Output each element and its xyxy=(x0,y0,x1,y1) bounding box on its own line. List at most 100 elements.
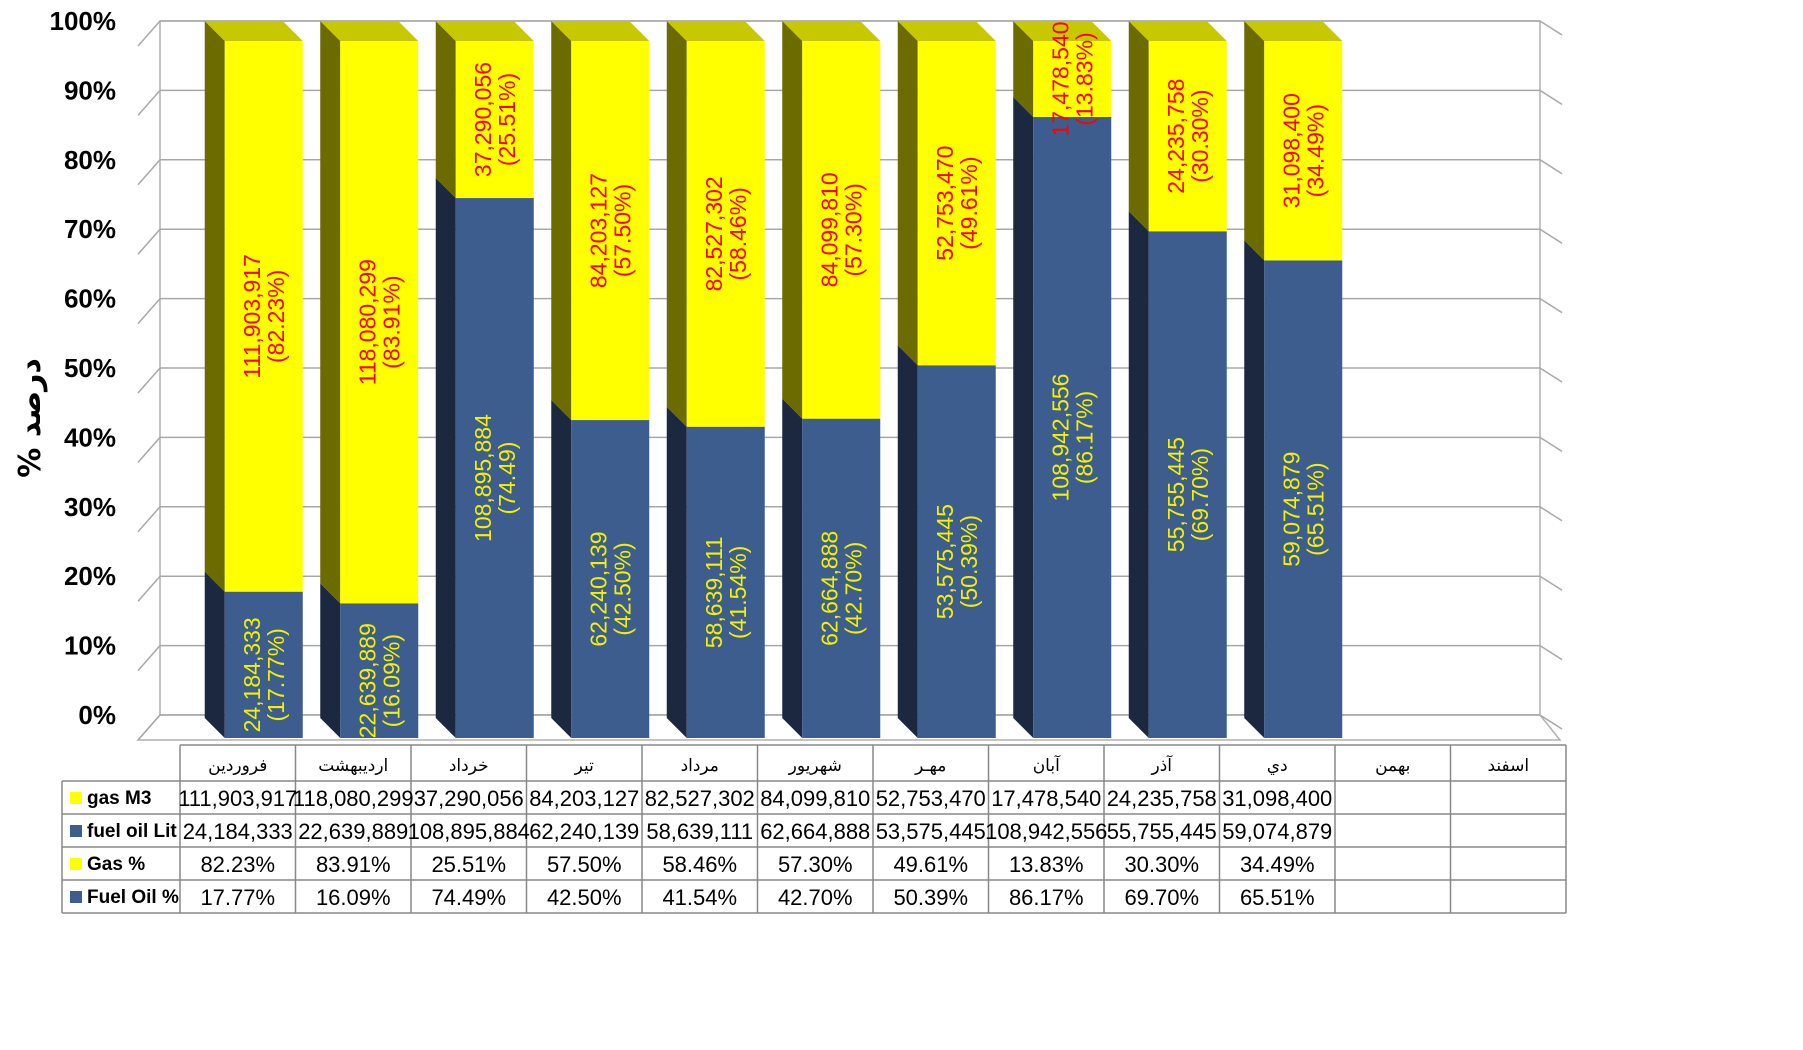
fuel-oil-label-value: 22,639,889 xyxy=(354,623,380,738)
legend-entry: gas M3 xyxy=(87,788,151,809)
bar-top-gas xyxy=(435,21,534,41)
gridline-side xyxy=(137,159,161,186)
table-cell: 41.54% xyxy=(662,885,737,910)
table-cell: 17,478,540 xyxy=(991,786,1101,811)
x-tick-label: بهمن xyxy=(1375,756,1410,776)
gas-label-value: 24,235,758 xyxy=(1163,79,1189,194)
fuel-oil-label-value: 58,639,111 xyxy=(701,537,727,649)
fuel-oil-label: 58,639,111(41.54%) xyxy=(701,537,751,649)
legend-key xyxy=(70,891,82,903)
fuel-oil-label: 22,639,889(16.09%) xyxy=(354,623,404,738)
fuel-oil-label-value: 62,664,888 xyxy=(816,531,842,646)
fuel-oil-label-value: 108,895,884 xyxy=(470,414,496,542)
table-cell: 58,639,111 xyxy=(646,819,753,844)
gridline-edge xyxy=(1539,714,1563,730)
fuel-oil-label-percent: (16.09%) xyxy=(378,634,404,727)
table-cell: 25.51% xyxy=(431,852,506,877)
y-tick-label: 90% xyxy=(64,75,116,105)
fuel-oil-label: 53,575,445(50.39%) xyxy=(932,504,982,619)
legend-key xyxy=(70,858,82,870)
bar-side-fuel-oil xyxy=(782,398,803,738)
gridline-side xyxy=(137,298,161,325)
x-tick-label: دي xyxy=(1267,756,1288,776)
table-cell: 16.09% xyxy=(316,885,391,910)
fuel-oil-label: 108,942,556(86.17%) xyxy=(1047,374,1097,502)
bar-side-fuel-oil xyxy=(204,571,225,738)
table-cell: 62,664,888 xyxy=(760,819,870,844)
table-cell: 13.83% xyxy=(1009,852,1084,877)
gridline-side xyxy=(137,714,161,741)
bar-side-fuel-oil xyxy=(666,406,687,738)
table-cell: 65.51% xyxy=(1240,885,1315,910)
gas-label-percent: (30.30%) xyxy=(1187,89,1213,182)
gas-label: 17,478,540(13.83%) xyxy=(1047,21,1097,136)
gridline-edge xyxy=(1539,367,1563,383)
table-cell: 42.70% xyxy=(778,885,853,910)
gridline-edge xyxy=(1539,575,1563,591)
bar-fuel-oil xyxy=(1264,260,1343,738)
y-tick-label: 50% xyxy=(64,353,116,383)
table-cell: 84,099,810 xyxy=(760,786,870,811)
gridline-edge xyxy=(1539,89,1563,106)
bar-side-fuel-oil xyxy=(1013,96,1034,738)
gas-label-value: 31,098,400 xyxy=(1278,93,1304,208)
table-cell: 24,184,333 xyxy=(183,819,293,844)
bar-side-gas xyxy=(1013,21,1034,117)
y-axis-label: % درصد xyxy=(13,358,48,478)
table-cell: 50.39% xyxy=(893,885,968,910)
gas-label-value: 17,478,540 xyxy=(1047,21,1073,136)
gridline-side xyxy=(137,89,161,116)
gas-label: 31,098,400(34.49%) xyxy=(1278,93,1328,208)
fuel-oil-label-value: 53,575,445 xyxy=(932,504,958,619)
bar-gas xyxy=(1264,41,1343,261)
table-cell: 59,074,879 xyxy=(1222,819,1332,844)
bar-fuel-oil xyxy=(1148,231,1227,739)
bar-side-fuel-oil xyxy=(897,345,918,738)
fuel-oil-label-value: 62,240,139 xyxy=(585,531,611,646)
fuel-oil-label: 24,184,333(17.77%) xyxy=(239,617,289,732)
bar-gas xyxy=(1033,41,1112,117)
legend-entry: Fuel Oil % xyxy=(87,887,179,908)
table-cell: 84,203,127 xyxy=(529,786,639,811)
bar-fuel-oil xyxy=(802,418,881,738)
table-cell: 22,639,889 xyxy=(298,819,408,844)
gridline-edge xyxy=(1539,228,1563,244)
gas-label-percent: (13.83%) xyxy=(1071,32,1097,125)
table-cell: 108,895,884 xyxy=(408,819,530,844)
x-tick-label: مهـر xyxy=(914,756,946,776)
bar-side-fuel-oil xyxy=(551,400,572,738)
gas-label: 118,080,299(83.91%) xyxy=(354,259,404,385)
gas-label: 37,290,056(25.51%) xyxy=(470,62,520,177)
bar-top-gas xyxy=(666,21,765,41)
x-tick-label: اسفند xyxy=(1487,756,1529,776)
table-cell: 42.50% xyxy=(547,885,622,910)
bar-fuel-oil xyxy=(224,591,303,738)
legend-entry: fuel oil Lit xyxy=(87,821,177,842)
gridline-edge xyxy=(1539,644,1563,661)
fuel-oil-label-percent: (41.54%) xyxy=(725,546,751,639)
y-tick-label: 0% xyxy=(78,700,116,730)
gas-label-value: 84,099,810 xyxy=(816,172,842,287)
bar-gas xyxy=(1148,41,1227,232)
fuel-oil-label-percent: (86.17%) xyxy=(1071,391,1097,484)
fuel-oil-label-percent: (74.49) xyxy=(494,442,520,515)
bar-side-gas xyxy=(1128,21,1149,232)
x-tick-label: آذر xyxy=(1150,754,1173,776)
fuel-oil-label-percent: (65.51%) xyxy=(1302,463,1328,556)
legend-entry: Gas % xyxy=(87,854,145,875)
fuel-oil-label: 62,240,139(42.50%) xyxy=(585,531,635,646)
table-cell: 83.91% xyxy=(316,852,391,877)
bar-side-gas xyxy=(204,21,225,592)
gas-label: 111,903,917(82.23%) xyxy=(239,254,289,379)
table-cell: 30.30% xyxy=(1124,852,1199,877)
fuel-oil-label: 108,895,884(74.49) xyxy=(470,414,520,542)
table-cell: 34.49% xyxy=(1240,852,1315,877)
x-tick-label: مرداد xyxy=(681,756,719,776)
gridline-side xyxy=(137,20,161,47)
y-tick-label: 20% xyxy=(64,561,116,591)
bar-top-gas xyxy=(204,21,303,41)
bar-top-gas xyxy=(897,21,996,41)
bar-top-gas xyxy=(1244,21,1343,41)
gas-label: 24,235,758(30.30%) xyxy=(1163,79,1213,194)
